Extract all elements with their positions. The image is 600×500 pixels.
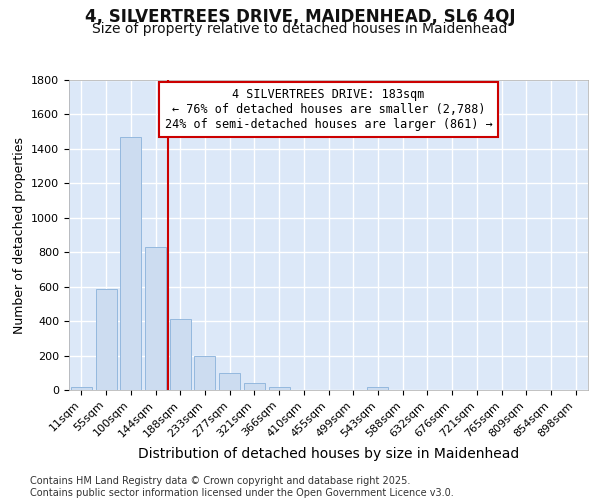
Bar — [367, 388, 388, 390]
Text: Size of property relative to detached houses in Maidenhead: Size of property relative to detached ho… — [92, 22, 508, 36]
Y-axis label: Number of detached properties: Number of detached properties — [13, 136, 26, 334]
Bar — [244, 383, 265, 390]
Text: Contains HM Land Registry data © Crown copyright and database right 2025.
Contai: Contains HM Land Registry data © Crown c… — [30, 476, 454, 498]
Text: 4 SILVERTREES DRIVE: 183sqm
← 76% of detached houses are smaller (2,788)
24% of : 4 SILVERTREES DRIVE: 183sqm ← 76% of det… — [164, 88, 493, 130]
Bar — [95, 289, 116, 390]
Bar — [194, 356, 215, 390]
Bar — [120, 137, 141, 390]
Bar — [219, 373, 240, 390]
Bar — [145, 247, 166, 390]
Text: 4, SILVERTREES DRIVE, MAIDENHEAD, SL6 4QJ: 4, SILVERTREES DRIVE, MAIDENHEAD, SL6 4Q… — [85, 8, 515, 26]
X-axis label: Distribution of detached houses by size in Maidenhead: Distribution of detached houses by size … — [138, 447, 519, 461]
Bar — [170, 318, 191, 390]
Bar — [71, 386, 92, 390]
Bar — [269, 386, 290, 390]
